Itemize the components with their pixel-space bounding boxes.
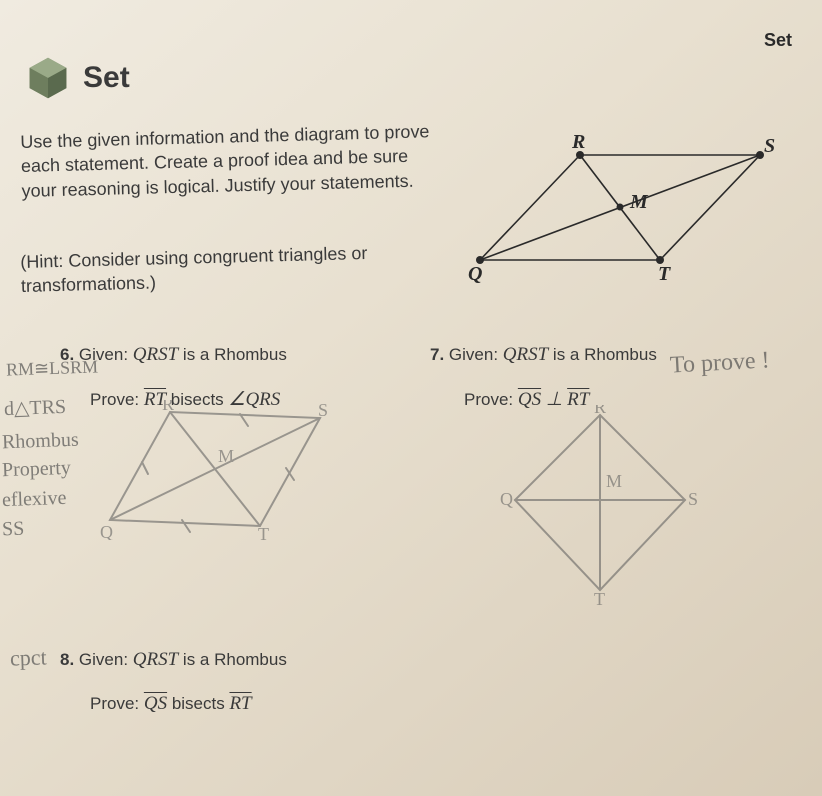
set-title: Set [83,61,130,95]
rhombus-diagram: Q R S T M [460,130,780,300]
pencil-sketch-right: R Q S T M [500,405,700,605]
problem-8-prove-prefix: Prove: [90,694,144,713]
problem-7-given-math: QRST [503,344,548,365]
svg-text:M: M [606,471,622,491]
handwriting-ss: SS [2,518,25,542]
svg-text:S: S [688,489,698,509]
svg-text:R: R [162,400,174,414]
svg-text:Q: Q [100,522,113,540]
hexagon-icon [25,55,71,101]
diagram-label-q: Q [468,263,482,285]
problem-8-prove-mid: bisects [167,694,229,713]
problem-6-given-math: QRST [133,344,178,365]
handwriting-property: Property [2,457,72,482]
hint-text: (Hint: Consider using congruent triangle… [20,239,441,299]
problem-8-given-math: QRST [133,649,178,670]
problem-8-given-prefix: Given: [79,650,133,669]
handwriting-rmsrm: RM≅LSRM [6,356,99,380]
problem-8-given-suffix: is a Rhombus [178,650,287,669]
svg-text:S: S [318,400,328,420]
handwriting-toprove: To prove ! [669,347,770,379]
svg-text:R: R [594,405,606,417]
problem-8-prove-seg2: RT [229,693,251,714]
svg-text:T: T [594,589,605,605]
svg-text:M: M [218,446,234,466]
handwriting-dtrs: d△TRS [4,394,67,421]
handwriting-reflexive: eflexive [2,487,67,512]
handwriting-rhombus: Rhombus [2,429,79,455]
problem-8-prove-seg1: QS [144,693,167,714]
pencil-sketch-left: Q R S T M [100,400,330,540]
page-header-label: Set [764,30,792,51]
handwriting-cpct: cpct [10,644,48,671]
diagram-label-m: M [629,191,649,213]
problem-7-given-suffix: is a Rhombus [548,345,657,364]
diagram-label-r: R [571,131,585,153]
svg-text:Q: Q [500,489,513,509]
problem-7-given-prefix: Given: [449,345,503,364]
problem-8-num: 8. [60,650,74,669]
diagram-label-t: T [658,263,671,285]
problem-8: 8. Given: QRST is a Rhombus Prove: QS bi… [60,645,400,715]
problem-7-num: 7. [430,345,444,364]
svg-text:T: T [258,524,269,540]
instructions-text: Use the given information and the diagra… [20,119,442,203]
problem-6-given-suffix: is a Rhombus [178,345,287,364]
diagram-label-s: S [764,135,775,157]
set-header: Set [25,55,130,101]
